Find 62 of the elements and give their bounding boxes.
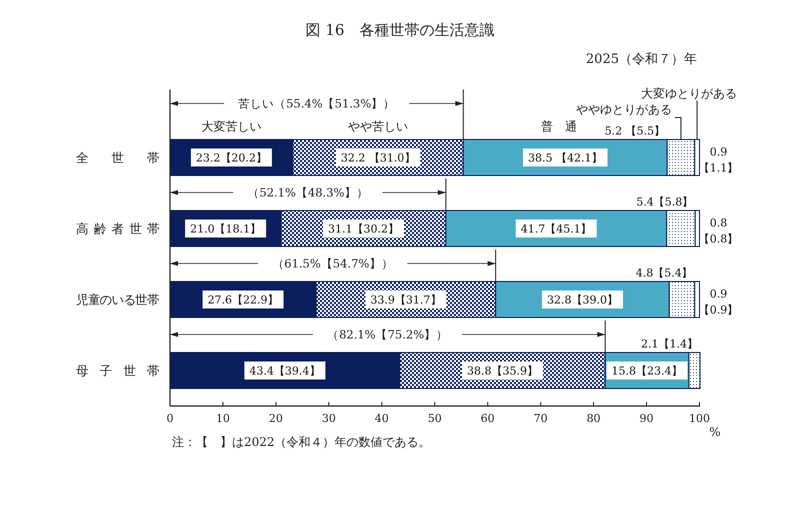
category-label: 全世帯: [76, 150, 160, 165]
value-label: 5.2 【5.5】: [604, 124, 666, 138]
value-label: 33.9【31.7】: [365, 290, 446, 308]
note: 注：【 】は2022（令和４）年の数値である。: [172, 435, 431, 449]
data-label: 33.9【31.7】: [370, 294, 442, 306]
value-label: 38.8【35.9】: [462, 362, 543, 380]
data-label: 41.7【45.1】: [520, 222, 592, 236]
value-label: 5.4【5.8】: [636, 196, 694, 208]
value-label: 27.6【22.9】: [202, 290, 284, 308]
annotation: （82.1%【75.2%】）: [170, 320, 606, 353]
value-label: 2.1【1.4】: [641, 338, 698, 350]
tick-label: 80: [586, 412, 601, 425]
series-name: やや苦しい: [348, 120, 408, 134]
category-label: 母子世帯: [76, 363, 160, 378]
value-label: 4.8【5.4】: [636, 266, 693, 280]
data-label: 31.1【30.2】: [328, 222, 400, 236]
data-label: 32.8【39.0】: [546, 294, 618, 306]
category-label: 高齢者世帯: [76, 221, 160, 236]
tick-label: 40: [374, 412, 389, 425]
data-label: 15.8【23.4】: [612, 364, 683, 378]
tick-label: 50: [428, 412, 442, 425]
value-label: 38.5 【42.1】: [523, 148, 608, 166]
series-name: 大変苦しい: [201, 120, 262, 134]
value-label: 32.8【39.0】: [542, 290, 623, 308]
value-label: 41.7【45.1】: [516, 220, 597, 238]
data-label: 43.4【39.4】: [249, 364, 320, 378]
annotation: （61.5%【54.7%】）: [272, 256, 394, 270]
value-label: 0.9【1.1】: [698, 146, 738, 174]
title: 図 16 各種世帯の生活意識: [306, 21, 494, 39]
series-name: ややゆとりがある: [576, 102, 672, 116]
annotation: （61.5%【54.7%】）: [170, 249, 496, 282]
value-label: 31.1【30.2】: [323, 220, 404, 238]
annotation: （82.1%【75.2%】）: [327, 328, 448, 342]
tick-label: 90: [640, 412, 654, 425]
data-label: 21.0【18.1】: [190, 222, 262, 236]
tick-label: 100: [688, 412, 710, 425]
axis-title: %: [709, 425, 721, 439]
tick-label: 20: [268, 412, 283, 425]
value-label: 15.8【23.4】: [606, 362, 688, 380]
value-label: 0.8【0.8】: [698, 216, 738, 246]
value-label: 32.2 【31.0】: [336, 148, 420, 166]
annotation: （52.1%【48.3%】）: [247, 186, 368, 200]
tick-label: 0: [166, 412, 174, 425]
annotation: （52.1%【48.3%】）: [170, 178, 446, 211]
value-label: 23.2【20.2】: [190, 148, 272, 166]
tick-label: 60: [480, 412, 495, 425]
data-label: 38.5 【42.1】: [528, 152, 602, 164]
tick-label: 70: [534, 412, 548, 425]
value-label: 21.0【18.1】: [185, 220, 266, 238]
data-label: 27.6【22.9】: [208, 294, 279, 306]
tick-label: 30: [322, 412, 336, 425]
series-name: 大変ゆとりがある: [641, 86, 738, 100]
data-label: 23.2【20.2】: [196, 152, 267, 164]
annotation: 苦しい（55.4%【51.3%】）: [238, 96, 396, 110]
subtitle: 2025（令和７）年: [586, 52, 697, 67]
tick-label: 10: [216, 412, 230, 425]
data-label: 38.8【35.9】: [467, 364, 538, 378]
data-label: 32.2 【31.0】: [340, 152, 416, 164]
series-name: 普通: [541, 120, 590, 134]
value-label: 0.9【0.9】: [698, 288, 738, 316]
category-label: 児童のいる世帯: [76, 292, 160, 307]
value-label: 43.4【39.4】: [244, 362, 326, 380]
